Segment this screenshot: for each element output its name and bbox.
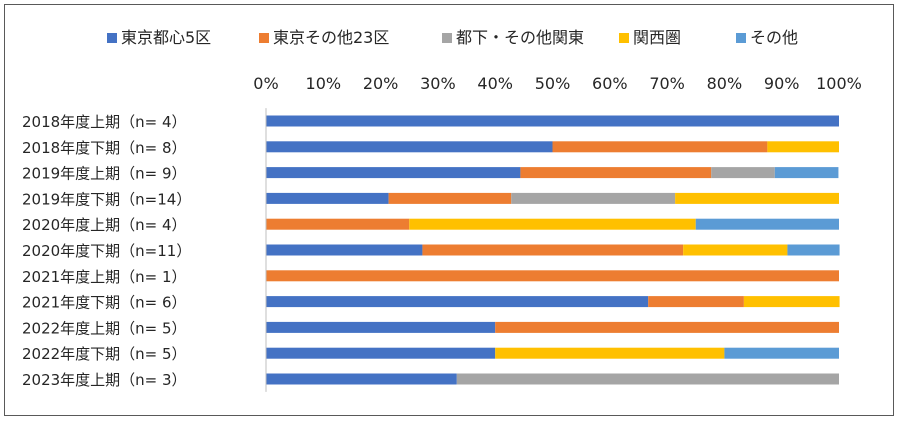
x-axis-ticks: 0% 10% 20% 30% 40% 50% 60% 70% 80% 90% 100% [253, 74, 862, 93]
bar-segment [456, 373, 839, 385]
legend-item: 東京都心5区 [107, 28, 211, 47]
legend-item: 東京その他23区 [259, 28, 389, 47]
category-label: 2019年度上期（n= 9） [22, 165, 187, 183]
legend-swatch [442, 33, 452, 43]
bar-segment [695, 218, 839, 230]
bar-segment [724, 347, 839, 359]
bar-segment [266, 192, 389, 204]
bar-segment [520, 167, 712, 179]
bar-segment [495, 347, 725, 359]
category-label: 2022年度上期（n= 5） [22, 319, 187, 337]
category-label: 2018年度上期（n= 4） [22, 113, 187, 131]
legend: 東京都心5区 東京その他23区 都下・その他関東 関西圏 その他 [107, 28, 798, 47]
category-label: 2019年度下期（n=14） [22, 190, 191, 208]
legend-item: 関西圏 [619, 28, 681, 47]
x-tick-label: 100% [816, 74, 862, 93]
bar-row [266, 167, 839, 179]
bar-segment [266, 167, 521, 179]
bar-segment [266, 270, 839, 282]
bar-segment [266, 244, 423, 256]
bar-row [266, 270, 839, 282]
legend-label: 東京その他23区 [273, 28, 389, 47]
legend-swatch [107, 33, 117, 43]
bar-row [266, 244, 840, 256]
bar-row [266, 296, 840, 308]
bar-segment [711, 167, 775, 179]
bar-segment [266, 347, 496, 359]
x-tick-label: 30% [420, 74, 456, 93]
legend-swatch [619, 33, 629, 43]
bar-segment [683, 244, 788, 256]
bar-segment [266, 321, 496, 333]
legend-item: その他 [736, 28, 798, 47]
bar-segment [266, 373, 457, 385]
x-tick-label: 90% [764, 74, 800, 93]
bar-segment [409, 218, 696, 230]
bar-segment [774, 167, 839, 179]
x-tick-label: 70% [649, 74, 685, 93]
bar-segment [767, 141, 839, 153]
bar-row [266, 192, 839, 204]
bars [266, 115, 840, 385]
bar-segment [266, 115, 839, 127]
bar-row [266, 218, 839, 230]
bar-row [266, 347, 839, 359]
bar-row [266, 321, 839, 333]
bar-row [266, 373, 839, 385]
category-label: 2021年度上期（n= 1） [22, 268, 187, 286]
x-tick-label: 20% [363, 74, 399, 93]
bar-row [266, 115, 839, 127]
category-label: 2021年度下期（n= 6） [22, 294, 187, 312]
y-axis-categories: 2018年度上期（n= 4） 2018年度下期（n= 8） 2019年度上期（n= … [22, 113, 191, 389]
legend-label: 東京都心5区 [121, 28, 211, 47]
x-tick-label: 0% [253, 74, 278, 93]
category-label: 2020年度上期（n= 4） [22, 216, 187, 234]
category-label: 2022年度下期（n= 5） [22, 345, 187, 363]
x-tick-label: 40% [477, 74, 513, 93]
legend-swatch [259, 33, 269, 43]
category-label: 2020年度下期（n=11） [22, 242, 191, 260]
category-label: 2018年度下期（n= 8） [22, 139, 187, 157]
legend-label: その他 [750, 28, 798, 47]
bar-segment [648, 296, 744, 308]
bar-segment [266, 296, 649, 308]
x-tick-label: 50% [535, 74, 571, 93]
legend-label: 都下・その他関東 [456, 28, 584, 47]
x-tick-label: 10% [306, 74, 342, 93]
bar-segment [422, 244, 684, 256]
bar-segment [675, 192, 839, 204]
category-label: 2023年度上期（n= 3） [22, 371, 187, 389]
x-tick-label: 60% [592, 74, 628, 93]
x-tick-label: 80% [707, 74, 743, 93]
bar-segment [743, 296, 840, 308]
bar-row [266, 141, 839, 153]
chart-frame [4, 4, 894, 416]
bar-segment [266, 218, 410, 230]
bar-segment [787, 244, 840, 256]
bar-segment [552, 141, 768, 153]
legend-label: 関西圏 [633, 28, 681, 47]
legend-swatch [736, 33, 746, 43]
bar-segment [266, 141, 553, 153]
bar-segment [511, 192, 676, 204]
legend-item: 都下・その他関東 [442, 28, 584, 47]
bar-segment [495, 321, 839, 333]
bar-segment [388, 192, 512, 204]
